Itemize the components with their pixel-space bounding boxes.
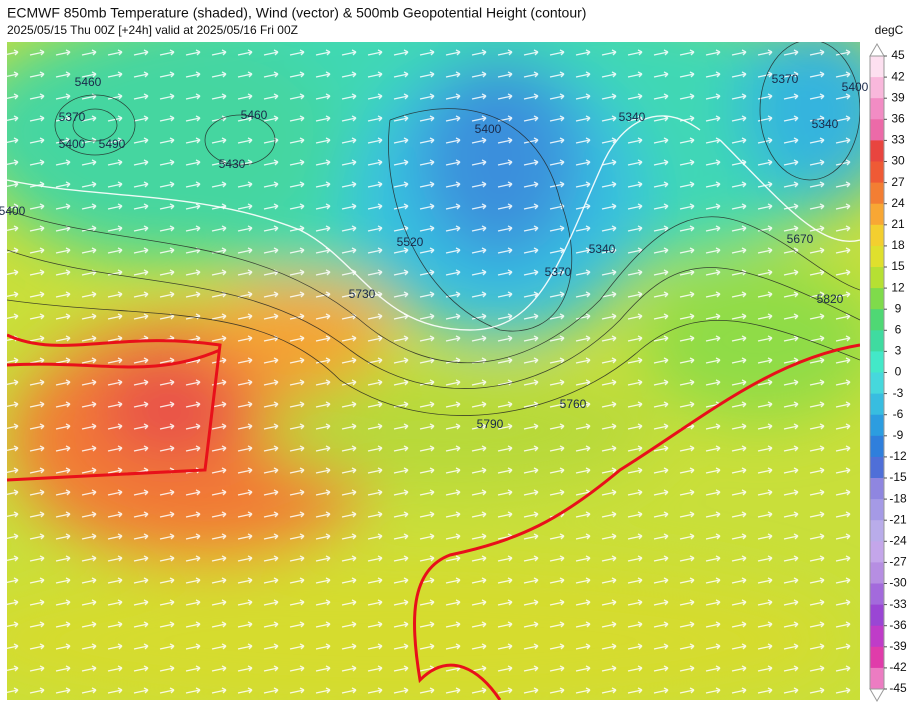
colorbar-segment: [870, 182, 884, 205]
colorbar-segment: [870, 625, 884, 648]
colorbar-segment: [870, 98, 884, 120]
contour-label: 5730: [349, 287, 376, 301]
colorbar-segment: [870, 203, 884, 226]
contour-label: 5370: [59, 110, 86, 124]
colorbar-segment: [870, 119, 884, 141]
colorbar-segment: [870, 351, 884, 373]
contour-label: 5400: [842, 80, 869, 94]
colorbar-segment: [870, 330, 884, 352]
colorbar-tick-label: -3: [893, 386, 904, 400]
colorbar-segment: [870, 56, 884, 78]
colorbar-segment: [870, 414, 884, 437]
colorbar-tick-label: 0: [895, 365, 902, 379]
colorbar-unit: degC: [875, 23, 904, 37]
colorbar-tick-label: 15: [891, 259, 905, 273]
colorbar-bottom-cap: [869, 688, 885, 702]
colorbar-top-cap: [869, 43, 885, 57]
contour-label: 5370: [545, 265, 572, 279]
colorbar-tick-label: 27: [891, 175, 905, 189]
colorbar-tick-label: -21: [889, 512, 907, 526]
colorbar-tick-label: -15: [889, 470, 907, 484]
colorbar-tick-label: 21: [891, 217, 905, 231]
colorbar-tick-label: 3: [895, 344, 902, 358]
contour-label: 5400: [59, 137, 86, 151]
colorbar-tick-label: 45: [891, 48, 905, 62]
colorbar-tick-label: 42: [891, 69, 905, 83]
colorbar-tick-label: 33: [891, 133, 905, 147]
colorbar-tick-label: -27: [889, 555, 907, 569]
colorbar-tick-label: -45: [889, 681, 907, 695]
colorbar-segment: [870, 456, 884, 479]
contour-label: 5820: [817, 292, 844, 306]
contour-label: 5340: [619, 110, 646, 124]
contour-label: 5460: [241, 108, 268, 122]
contour-label: 5370: [772, 72, 799, 86]
colorbar-segment: [870, 161, 884, 184]
colorbar-segment: [870, 499, 884, 521]
contour-label: 5340: [589, 242, 616, 256]
contour-labels: 5460 5370 5400 5490 5460 5430 5400 5520 5400 5340…: [0, 72, 869, 431]
map: [7, 42, 860, 700]
colorbar-tick-label: -9: [893, 428, 904, 442]
colorbar-tick-label: -36: [889, 618, 907, 632]
colorbar-tick-label: 39: [891, 90, 905, 104]
contour-label: 5790: [477, 417, 504, 431]
colorbar-tick-label: 24: [891, 196, 905, 210]
colorbar-tick-label: -30: [889, 576, 907, 590]
colorbar-segment: [870, 309, 884, 331]
colorbar-tick-label: 12: [891, 280, 905, 294]
colorbar-tick-label: -6: [893, 407, 904, 421]
colorbar-segment: [870, 583, 884, 606]
subtitle: 2025/05/15 Thu 00Z [+24h] valid at 2025/…: [7, 23, 298, 37]
contour-label: 5400: [0, 204, 26, 218]
colorbar-segment: [870, 562, 884, 584]
colorbar-tick-label: 9: [895, 301, 902, 315]
colorbar: 4542393633302724211815129630-3-6-9-12-15…: [869, 43, 907, 702]
contour-label: 5490: [99, 137, 126, 151]
colorbar-tick-label: -12: [889, 449, 907, 463]
colorbar-segment: [870, 435, 884, 458]
colorbar-segment: [870, 667, 884, 690]
contour-label: 5460: [75, 75, 102, 89]
colorbar-tick-label: 30: [891, 154, 905, 168]
contour-label: 5430: [219, 157, 246, 171]
contour-label: 5760: [560, 397, 587, 411]
colorbar-segment: [870, 541, 884, 563]
colorbar-segment: [870, 245, 884, 268]
colorbar-tick-label: -42: [889, 660, 907, 674]
colorbar-tick-label: 6: [895, 322, 902, 336]
colorbar-segment: [870, 393, 884, 416]
colorbar-segment: [870, 520, 884, 542]
colorbar-segment: [870, 224, 884, 247]
colorbar-segment: [870, 140, 884, 162]
colorbar-segment: [870, 604, 884, 627]
colorbar-tick-label: -18: [889, 491, 907, 505]
colorbar-segment: [870, 372, 884, 395]
colorbar-segment: [870, 288, 884, 310]
colorbar-tick-label: -39: [889, 639, 907, 653]
colorbar-tick-label: 18: [891, 238, 905, 252]
contour-label: 5400: [475, 122, 502, 136]
contour-label: 5520: [397, 235, 424, 249]
contour-label: 5670: [787, 232, 814, 246]
colorbar-segment: [870, 267, 884, 289]
colorbar-tick-label: -24: [889, 533, 907, 547]
colorbar-tick-label: 36: [891, 111, 905, 125]
contour-label: 5340: [812, 117, 839, 131]
colorbar-segment: [870, 77, 884, 99]
colorbar-segment: [870, 646, 884, 669]
title: ECMWF 850mb Temperature (shaded), Wind (…: [7, 5, 586, 21]
colorbar-tick-label: -33: [889, 597, 907, 611]
colorbar-segment: [870, 478, 884, 500]
